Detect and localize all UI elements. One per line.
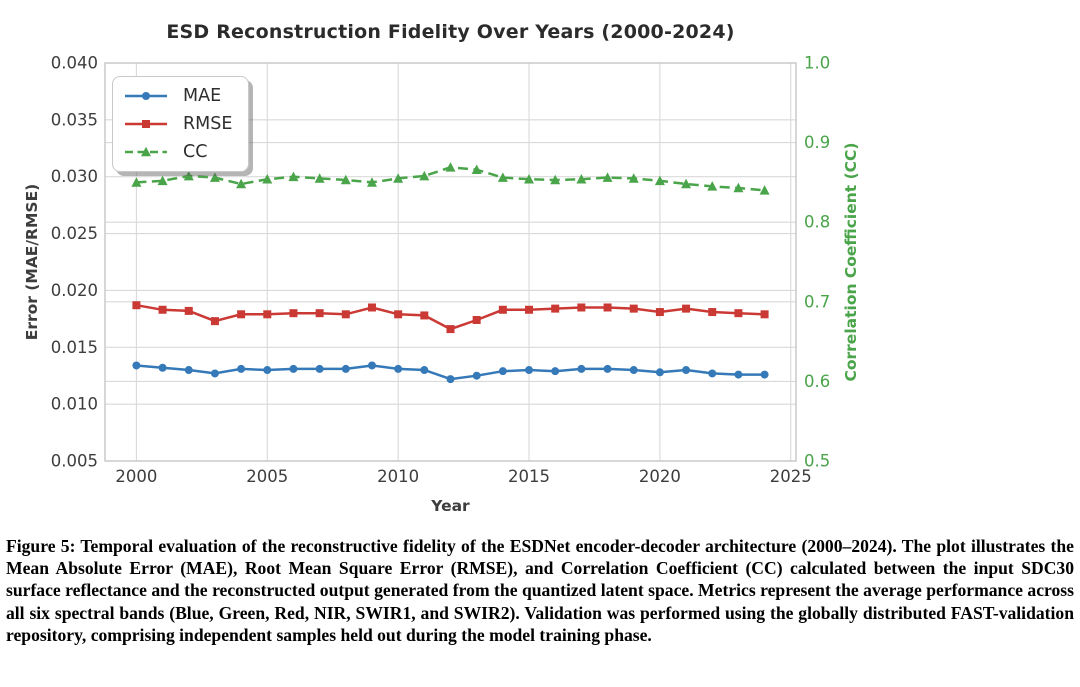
y-tick-label-left: 0.040 xyxy=(51,54,98,73)
y-tick-label-left: 0.010 xyxy=(51,395,98,414)
x-tick-label: 2015 xyxy=(508,467,550,486)
y-axis-label-right: Correlation Coefficient (CC) xyxy=(842,142,860,382)
series-mae xyxy=(132,361,769,384)
chart-figure: 0.005 0.010 0.015 0.020 0.025 0.030 0.035 0.040… xyxy=(23,21,860,515)
y-tick-label-right: 0.7 xyxy=(804,292,830,311)
y-tick-label-left: 0.030 xyxy=(51,167,98,186)
legend-rmse-marker-icon xyxy=(125,120,167,128)
legend-label-mae: MAE xyxy=(183,86,222,106)
x-axis-tick-labels: 2000 2005 2010 2015 2020 2025 xyxy=(115,467,811,486)
legend-label-rmse: RMSE xyxy=(183,114,233,134)
x-tick-label: 2000 xyxy=(115,467,157,486)
legend-item-rmse: RMSE xyxy=(124,113,232,135)
legend-cc-marker-icon xyxy=(125,146,167,157)
legend: MAE RMSE CC xyxy=(112,76,250,172)
legend-mae-marker-icon xyxy=(125,92,167,100)
series-rmse xyxy=(132,301,769,334)
legend-item-mae: MAE xyxy=(124,85,232,107)
y-tick-label-left: 0.015 xyxy=(51,338,98,357)
series-cc xyxy=(131,162,770,195)
x-tick-label: 2005 xyxy=(246,467,288,486)
x-axis-label: Year xyxy=(431,497,470,515)
y-tick-label-left: 0.035 xyxy=(51,110,98,129)
y-tick-label-right: 0.6 xyxy=(804,372,830,391)
y-axis-label-left: Error (MAE/RMSE) xyxy=(23,183,41,341)
y-tick-label-right: 0.5 xyxy=(804,452,830,471)
x-tick-label: 2025 xyxy=(770,467,812,486)
chart-title: ESD Reconstruction Fidelity Over Years (… xyxy=(166,21,735,43)
y-tick-label-right: 1.0 xyxy=(804,54,830,73)
legend-label-cc: CC xyxy=(183,142,208,162)
y-tick-label-left: 0.005 xyxy=(51,452,98,471)
x-tick-label: 2010 xyxy=(377,467,419,486)
plot-border xyxy=(104,62,797,462)
y-tick-label-right: 0.8 xyxy=(804,213,830,232)
right-axis-tick-labels: 0.5 0.6 0.7 0.8 0.9 1.0 xyxy=(804,54,830,471)
chart-canvas: 0.005 0.010 0.015 0.020 0.025 0.030 0.035 0.040… xyxy=(51,54,831,487)
legend-item-cc: CC xyxy=(124,141,232,163)
figure-caption: Figure 5: Temporal evaluation of the rec… xyxy=(6,536,1074,645)
y-tick-label-right: 0.9 xyxy=(804,133,830,152)
left-axis-tick-labels: 0.005 0.010 0.015 0.020 0.025 0.030 0.035 0.040 xyxy=(51,54,98,471)
y-tick-label-left: 0.025 xyxy=(51,224,98,243)
y-tick-label-left: 0.020 xyxy=(51,281,98,300)
x-tick-label: 2020 xyxy=(639,467,681,486)
